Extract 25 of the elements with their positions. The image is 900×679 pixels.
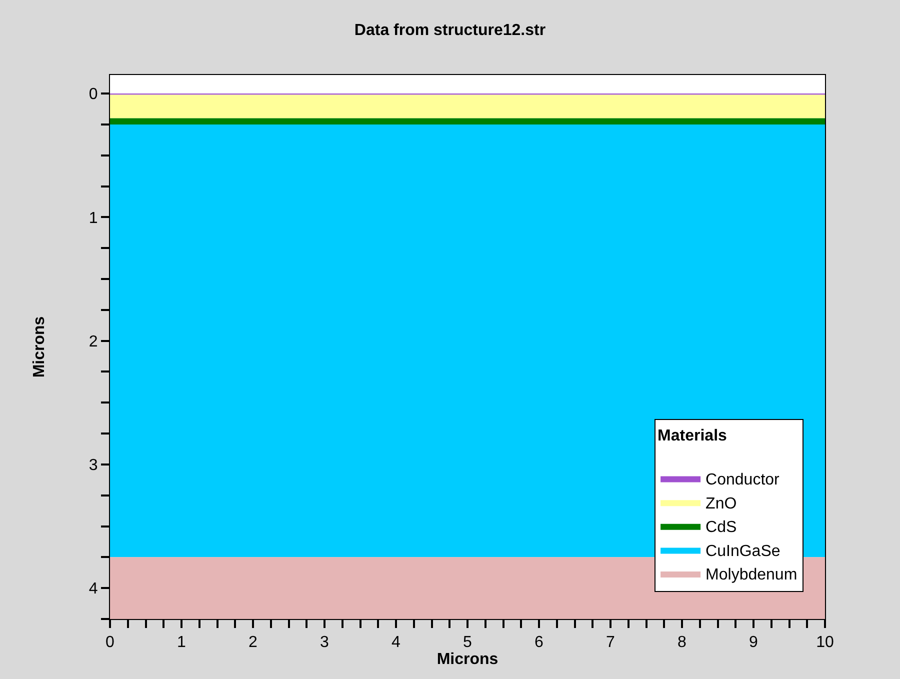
- y-tick-label: 4: [88, 580, 98, 598]
- legend-label: CuInGaSe: [706, 542, 780, 560]
- x-tick-label: 3: [320, 634, 330, 652]
- x-tick-label: 6: [534, 634, 544, 652]
- x-tick-label: 4: [392, 634, 401, 652]
- y-tick-label: 0: [88, 86, 98, 104]
- y-axis-title: Microns: [30, 316, 48, 378]
- y-tick-label: 3: [88, 457, 98, 474]
- y-tick-label: 2: [88, 333, 98, 350]
- legend-label: Molybdenum: [706, 566, 798, 584]
- x-tick-label: 10: [816, 634, 834, 652]
- chart-title: Data from structure12.str: [354, 22, 546, 39]
- legend-label: Conductor: [706, 472, 780, 489]
- x-tick-label: 5: [463, 634, 472, 652]
- x-tick-label: 8: [678, 634, 687, 652]
- legend-label: ZnO: [706, 495, 737, 512]
- x-tick-label: 1: [177, 634, 186, 652]
- y-tick-label: 1: [88, 210, 98, 227]
- x-tick-label: 0: [106, 634, 115, 652]
- x-tick-label: 2: [248, 634, 258, 652]
- x-axis-title: Microns: [436, 651, 498, 668]
- x-tick-label: 7: [606, 634, 616, 652]
- x-tick-label: 9: [749, 634, 758, 652]
- legend-label: CdS: [706, 519, 737, 536]
- legend-title: Materials: [658, 428, 728, 445]
